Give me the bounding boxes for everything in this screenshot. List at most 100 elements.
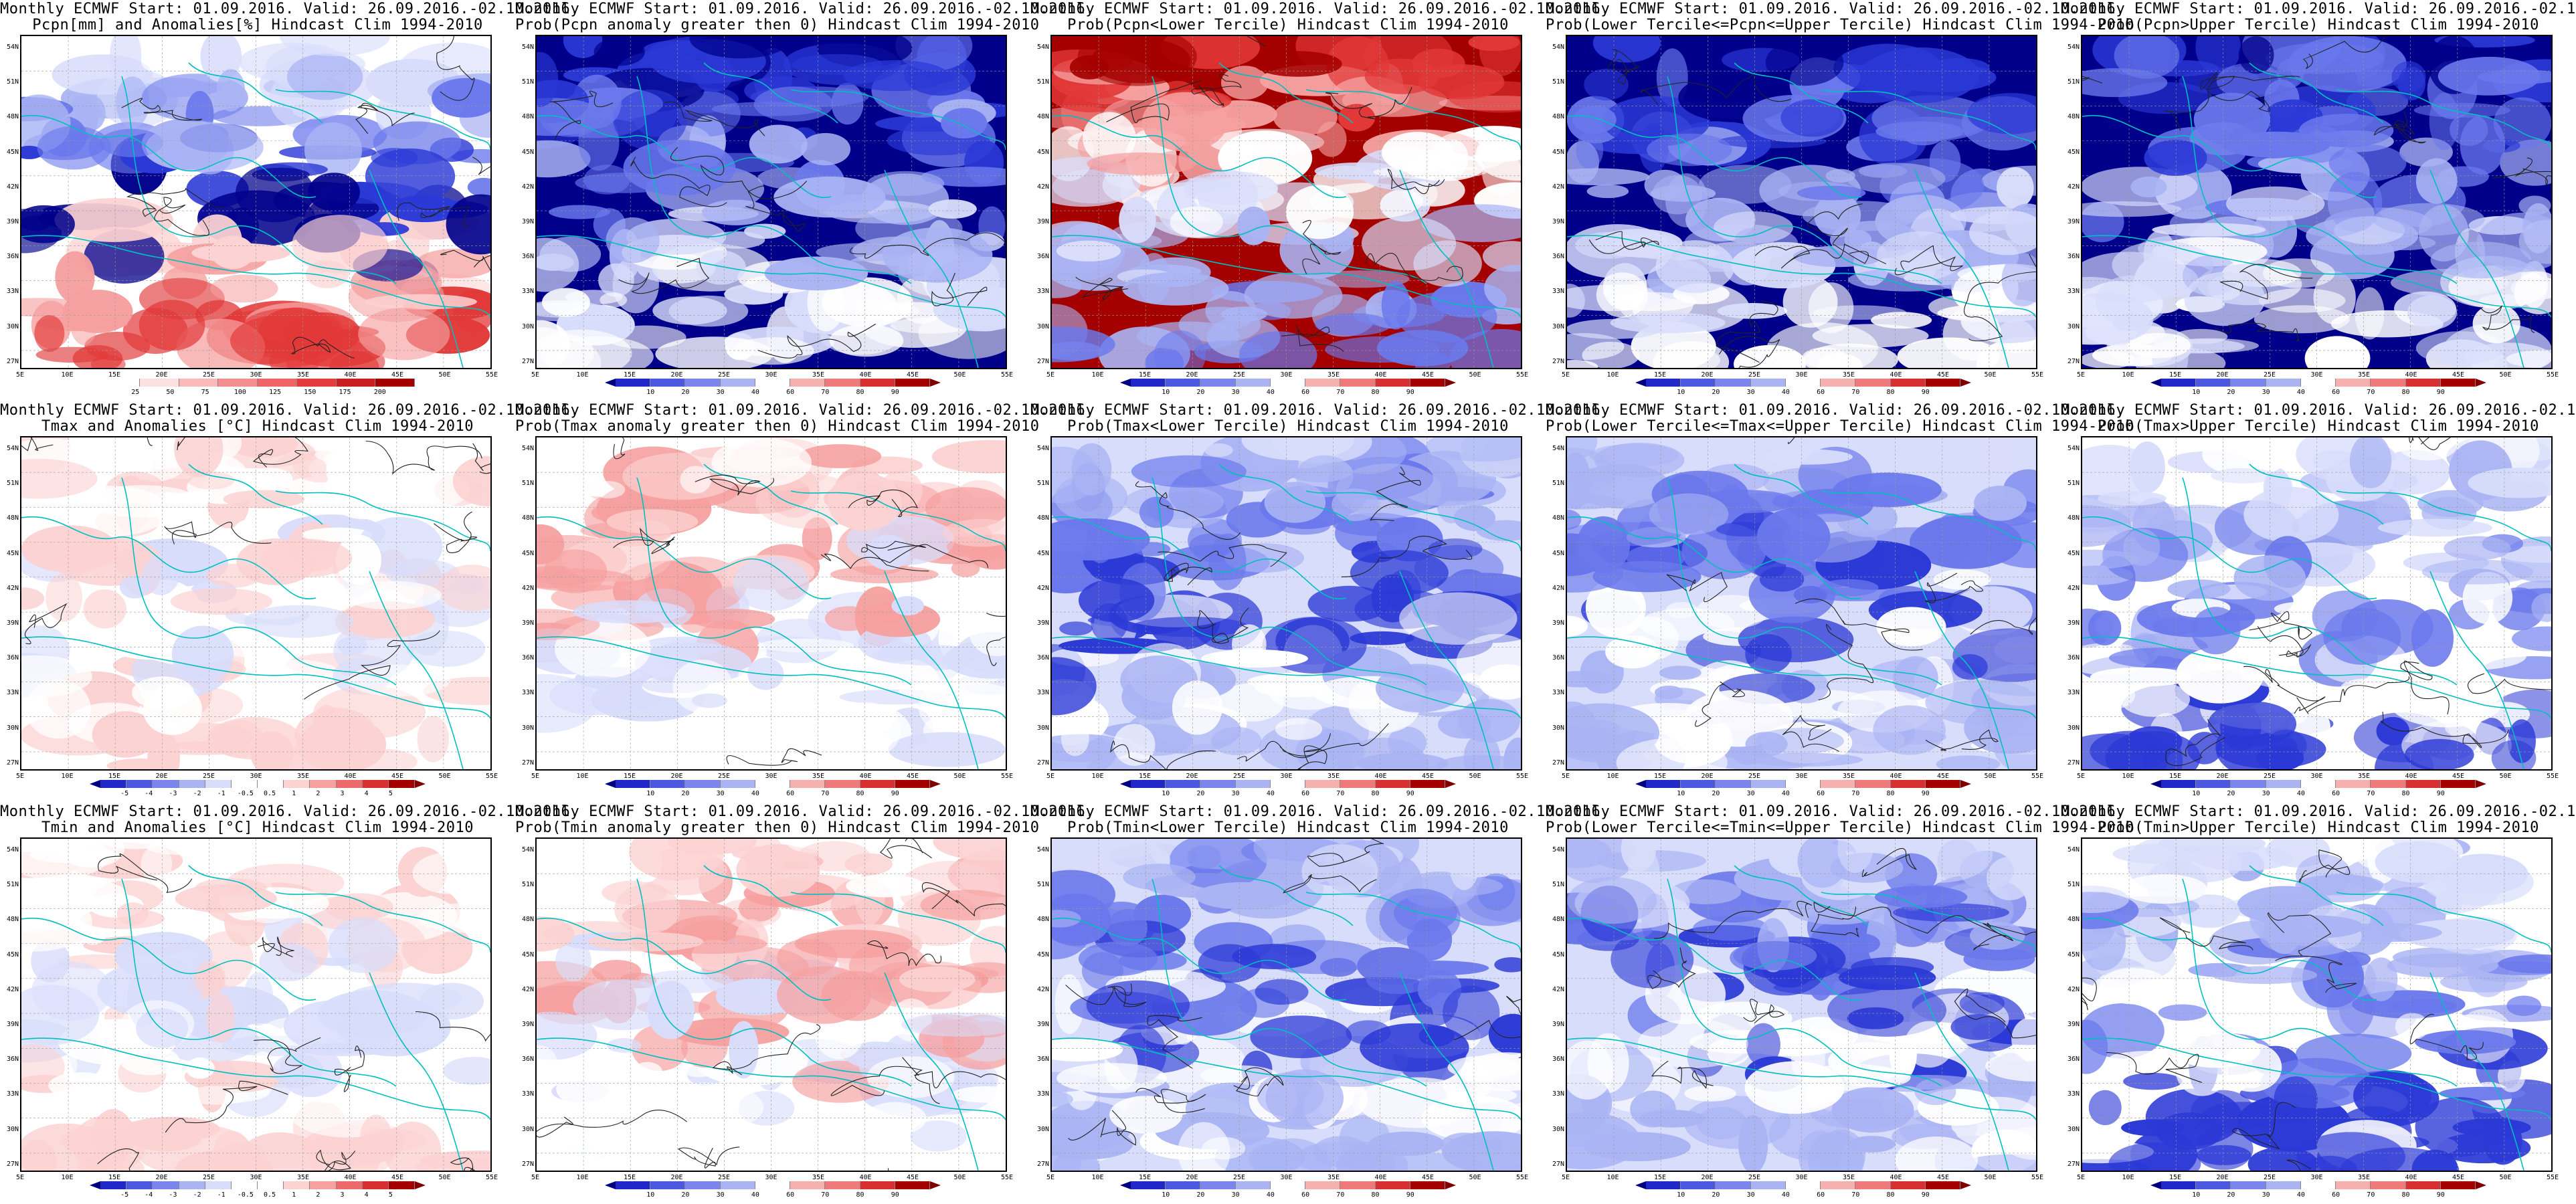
lon-label: 10E: [1606, 773, 1619, 780]
colorbar-segment: [1925, 780, 1960, 788]
shading-patch: [1630, 1090, 1676, 1128]
map-panel-tmax-2: Monthly ECMWF Start: 01.09.2016. Valid: …: [515, 401, 1094, 803]
colorbar-segment: [2266, 780, 2301, 788]
contour-line: [1370, 466, 1421, 521]
map-svg: [1567, 437, 2036, 769]
colorbar-right-arrow: [1960, 379, 1971, 387]
contour-line: [1453, 995, 1521, 1040]
colorbar-segment: [1785, 379, 1821, 387]
colorbar-tick-label: 30: [716, 1191, 725, 1199]
contour-line: [1366, 253, 1463, 282]
map-area: [535, 436, 1007, 771]
shading-patch: [831, 82, 864, 125]
coastline: [2429, 169, 2524, 368]
lat-label: 42N: [1036, 985, 1049, 993]
map-area: [2081, 837, 2553, 1172]
coastline: [884, 169, 979, 368]
shading-patch: [37, 126, 112, 170]
contour-line: [2380, 711, 2509, 748]
lon-label: 45E: [1936, 773, 1950, 780]
colorbar-segment: [205, 780, 232, 788]
lon-label: 55E: [485, 371, 498, 379]
shading-patch: [308, 173, 361, 211]
shading-patch: [2158, 1004, 2207, 1021]
coastline: [2336, 89, 2551, 150]
colorbar-tick-label: 90: [1406, 389, 1414, 396]
colorbar-segment: [2440, 379, 2476, 387]
map-area: [535, 35, 1007, 369]
lon-label: 20E: [155, 1174, 168, 1181]
shading-patch: [328, 917, 399, 973]
lon-label: 45E: [1421, 1174, 1435, 1181]
coastline: [1914, 169, 2009, 368]
colorbar-segment: [310, 780, 337, 788]
lon-label: 15E: [2169, 371, 2182, 379]
colorbar-tick-label: 40: [751, 389, 759, 396]
panel-title-line1: Monthly ECMWF Start: 01.09.2016. Valid: …: [0, 402, 579, 419]
contour-line: [1861, 847, 1918, 877]
coastline: [275, 89, 490, 150]
lon-label: 55E: [2546, 1174, 2559, 1181]
colorbar-segment: [1890, 1181, 1926, 1189]
lat-label: 54N: [2067, 445, 2080, 452]
colorbar-segment: [218, 379, 258, 387]
lon-label: 50E: [1469, 773, 1481, 780]
shading-patch: [215, 720, 264, 758]
contour-line: [986, 637, 1006, 666]
contour-line: [1666, 572, 1728, 603]
shading-patch: [2176, 647, 2264, 704]
coastline: [1305, 89, 1521, 150]
shading-patch: [446, 194, 490, 255]
contour-line: [1236, 723, 1389, 762]
colorbar-tick-label: 30: [1746, 790, 1755, 797]
colorbar-segment: [895, 780, 930, 788]
contour-line: [1795, 598, 1923, 651]
colorbar-segment: [2161, 1181, 2197, 1189]
coastline: [1567, 516, 1862, 600]
contour-line: [436, 36, 475, 101]
shading-patch: [1183, 171, 1279, 205]
shading-patch: [2098, 491, 2167, 506]
shading-patch: [899, 966, 976, 993]
colorbar-right-arrow: [1445, 379, 1456, 387]
shading-patch: [84, 331, 151, 361]
colorbar-tick-label: 5: [388, 1191, 393, 1199]
lat-label: 33N: [521, 689, 534, 697]
panel-title-line2: Prob(Lower Tercile<=Pcpn<=Upper Tercile)…: [1546, 17, 2134, 33]
shading-patch: [899, 1150, 941, 1171]
coastline: [275, 892, 490, 953]
panel-title-line1: Monthly ECMWF Start: 01.09.2016. Valid: …: [2061, 402, 2576, 419]
contour-line: [1106, 80, 1202, 124]
lat-label: 48N: [521, 514, 534, 522]
colorbar-segment: [284, 1181, 310, 1189]
colorbar-tick-label: 60: [1301, 1191, 1310, 1199]
lat-label: 48N: [6, 514, 19, 522]
colorbar-segment: [1785, 780, 1821, 788]
shading-patch: [1684, 1085, 1736, 1102]
lat-label: 27N: [6, 357, 19, 365]
lon-label: 15E: [108, 371, 121, 379]
shading-patch: [1969, 210, 2036, 256]
lon-label: 25E: [202, 773, 215, 780]
colorbar-tick-label: 90: [2436, 389, 2445, 396]
colorbar-segment: [1375, 780, 1410, 788]
shading-patch: [304, 122, 363, 178]
shading-patch: [1655, 240, 1735, 294]
shading-patch: [551, 733, 618, 750]
lat-label: 54N: [1552, 846, 1564, 854]
lat-label: 33N: [1552, 1090, 1564, 1098]
shading-patch: [537, 329, 632, 368]
shading-patch: [1350, 550, 1449, 596]
lon-label: 5E: [1046, 1174, 1055, 1181]
shading-patch: [600, 292, 628, 308]
lat-label: 42N: [1552, 183, 1564, 191]
lat-label: 54N: [2067, 43, 2080, 51]
contour-line: [2298, 849, 2351, 883]
lon-label: 15E: [623, 773, 636, 780]
shading-patch: [2328, 144, 2407, 182]
colorbar-segment: [1646, 379, 1681, 387]
shading-patch: [644, 557, 747, 614]
colorbar-segment: [1750, 780, 1786, 788]
shading-patch: [2353, 1070, 2431, 1122]
contour-line: [2286, 1159, 2311, 1171]
